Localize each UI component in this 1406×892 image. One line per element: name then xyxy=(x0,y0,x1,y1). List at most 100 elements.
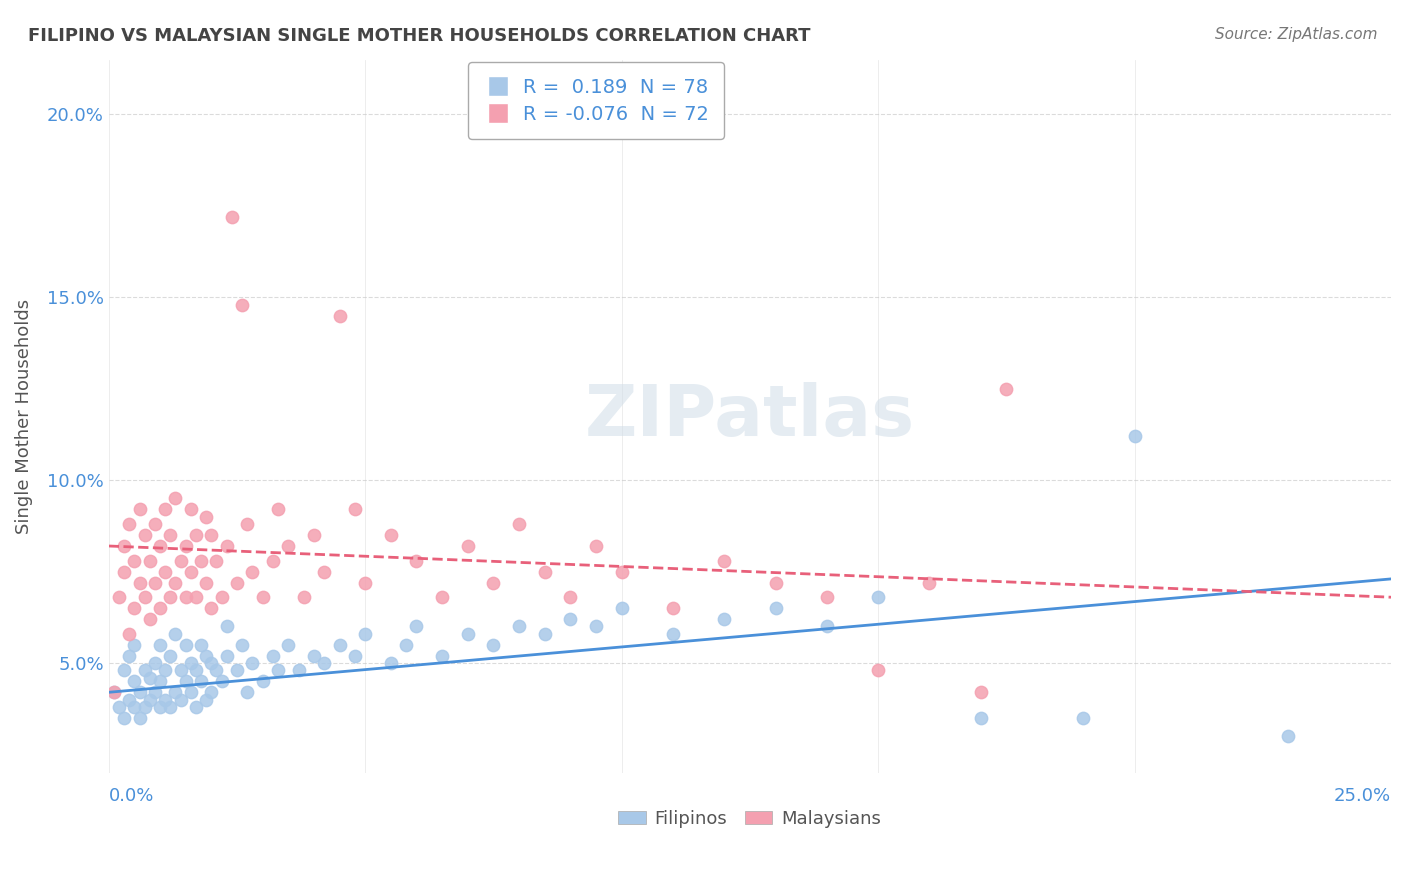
Point xyxy=(128,711,150,725)
Point xyxy=(215,539,238,553)
Point xyxy=(240,565,263,579)
Point xyxy=(139,692,162,706)
Point xyxy=(221,210,243,224)
Point xyxy=(124,700,146,714)
Point xyxy=(184,528,207,542)
Point xyxy=(159,591,181,605)
Point xyxy=(174,674,197,689)
Point xyxy=(190,554,212,568)
Point xyxy=(180,502,202,516)
Point xyxy=(184,591,207,605)
Point xyxy=(610,565,633,579)
Point xyxy=(195,692,218,706)
Point xyxy=(180,565,202,579)
Point xyxy=(184,664,207,678)
Point xyxy=(262,648,284,663)
Point xyxy=(190,674,212,689)
Point xyxy=(267,502,290,516)
Point xyxy=(165,627,187,641)
Text: FILIPINO VS MALAYSIAN SINGLE MOTHER HOUSEHOLDS CORRELATION CHART: FILIPINO VS MALAYSIAN SINGLE MOTHER HOUS… xyxy=(28,27,811,45)
Point xyxy=(180,685,202,699)
Point xyxy=(240,656,263,670)
Point xyxy=(195,575,218,590)
Point xyxy=(134,591,156,605)
Point xyxy=(195,509,218,524)
Point xyxy=(226,664,249,678)
Point xyxy=(169,664,191,678)
Point xyxy=(236,517,259,532)
Point xyxy=(395,638,418,652)
Text: ZIPatlas: ZIPatlas xyxy=(585,382,915,450)
Point xyxy=(585,619,607,633)
Point xyxy=(969,711,991,725)
Point xyxy=(205,664,228,678)
Point xyxy=(118,517,141,532)
Point xyxy=(169,692,191,706)
Point xyxy=(354,575,377,590)
Point xyxy=(354,627,377,641)
Point xyxy=(231,298,253,312)
Point xyxy=(215,619,238,633)
Point xyxy=(159,648,181,663)
Point xyxy=(560,612,582,626)
Point xyxy=(918,575,941,590)
Point xyxy=(585,539,607,553)
Legend: Filipinos, Malaysians: Filipinos, Malaysians xyxy=(612,803,889,835)
Point xyxy=(533,627,555,641)
Y-axis label: Single Mother Households: Single Mother Households xyxy=(15,299,32,533)
Point xyxy=(200,656,222,670)
Point xyxy=(174,638,197,652)
Point xyxy=(184,700,207,714)
Point xyxy=(430,591,453,605)
Point xyxy=(662,627,685,641)
Point xyxy=(252,674,274,689)
Point xyxy=(124,638,146,652)
Point xyxy=(165,491,187,506)
Point xyxy=(149,700,172,714)
Point xyxy=(430,648,453,663)
Point xyxy=(124,674,146,689)
Point xyxy=(153,565,176,579)
Point xyxy=(1277,729,1299,743)
Point xyxy=(180,656,202,670)
Point xyxy=(153,664,176,678)
Point xyxy=(200,528,222,542)
Point xyxy=(662,601,685,615)
Point xyxy=(765,575,787,590)
Point xyxy=(205,554,228,568)
Point xyxy=(343,648,366,663)
Point xyxy=(139,671,162,685)
Point xyxy=(128,575,150,590)
Point xyxy=(174,591,197,605)
Point xyxy=(143,685,166,699)
Point xyxy=(159,528,181,542)
Text: 0.0%: 0.0% xyxy=(108,788,155,805)
Point xyxy=(134,700,156,714)
Point xyxy=(231,638,253,652)
Point xyxy=(713,612,735,626)
Point xyxy=(128,502,150,516)
Point xyxy=(211,674,233,689)
Point xyxy=(149,601,172,615)
Text: 25.0%: 25.0% xyxy=(1334,788,1391,805)
Point xyxy=(103,685,125,699)
Point xyxy=(134,528,156,542)
Point xyxy=(1123,429,1146,443)
Point xyxy=(868,664,890,678)
Point xyxy=(174,539,197,553)
Point xyxy=(169,554,191,568)
Point xyxy=(457,627,479,641)
Point xyxy=(262,554,284,568)
Point xyxy=(153,502,176,516)
Point xyxy=(405,554,427,568)
Point xyxy=(969,685,991,699)
Point xyxy=(190,638,212,652)
Point xyxy=(533,565,555,579)
Point xyxy=(128,685,150,699)
Point xyxy=(112,565,135,579)
Point xyxy=(380,656,402,670)
Point xyxy=(292,591,315,605)
Point xyxy=(195,648,218,663)
Point xyxy=(143,517,166,532)
Point xyxy=(226,575,249,590)
